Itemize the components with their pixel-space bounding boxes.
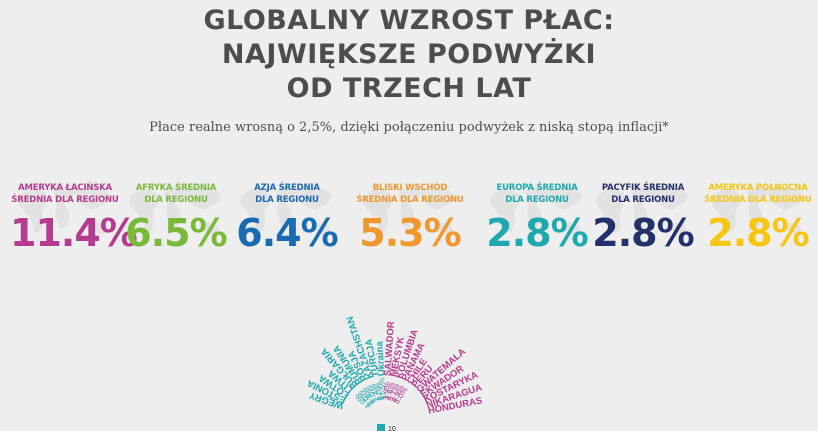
- region-label: AFRYKA ŚREDNIA DLA REGIONU: [121, 182, 231, 206]
- region-sublabel: ŚREDNIA DLA REGIONU: [11, 195, 119, 205]
- region-card: EUROPA ŚREDNIA DLA REGIONU 2.8%: [482, 170, 592, 260]
- region-value: 2.8%: [707, 211, 809, 255]
- region-sublabel: ŚREDNIA DLA REGIONU: [356, 195, 464, 205]
- region-label: AMERYKA ŁACIŃSKA ŚREDNIA DLA REGIONU: [10, 182, 120, 206]
- region-card: BLISKI WSCHÓD ŚREDNIA DLA REGIONU 5.3%: [355, 170, 465, 260]
- region-value: 11.4%: [10, 211, 138, 255]
- regions-row: AMERYKA ŁACIŃSKA ŚREDNIA DLA REGIONU 11.4%…: [0, 170, 818, 260]
- region-value: 6.4%: [236, 211, 338, 255]
- region-name: AZJA ŚREDNIA: [254, 183, 320, 193]
- region-label: BLISKI WSCHÓD ŚREDNIA DLA REGIONU: [355, 182, 465, 206]
- country-label: SALWADOR: [382, 321, 397, 377]
- country-fan-chart: WĘGRYESTONIAŁOTWALITWA4.0%BUŁGARIA4.0%RU…: [305, 315, 484, 431]
- world-map-icon: [18, 186, 110, 235]
- region-value: 2.8%: [486, 211, 588, 255]
- world-map-icon: [711, 186, 803, 235]
- region-sublabel: ŚREDNIA DLA REGIONU: [704, 195, 812, 205]
- region-card: AMERYKA ŁACIŃSKA ŚREDNIA DLA REGIONU 11.4%: [10, 170, 138, 260]
- region-name: AMERYKA PÓŁNOCNA: [708, 183, 808, 193]
- chart-title: GLOBALNY WZROST PŁAC: NAJWIĘKSZE PODWYŻK…: [0, 4, 818, 106]
- region-label: PACYFIK ŚREDNIA DLA REGIONU: [588, 182, 698, 206]
- world-map-icon: [490, 186, 582, 235]
- country-value-label: 11.5%: [377, 378, 387, 401]
- country-value-label: 4.6%: [384, 382, 396, 402]
- chart-subtitle: Płace realne wrosną o 2,5%, dzięki połąc…: [149, 120, 669, 135]
- world-map-icon: [363, 186, 455, 235]
- region-label: EUROPA ŚREDNIA DLA REGIONU: [482, 182, 592, 206]
- region-sublabel: DLA REGIONU: [611, 195, 675, 205]
- region-label: AMERYKA PÓŁNOCNA ŚREDNIA DLA REGIONU: [703, 182, 813, 206]
- region-name: PACYFIK ŚREDNIA: [601, 183, 685, 193]
- region-sublabel: DLA REGIONU: [255, 195, 319, 205]
- region-value: 2.8%: [592, 211, 694, 255]
- region-card: AMERYKA PÓŁNOCNA ŚREDNIA DLA REGIONU 2.8%: [703, 170, 813, 260]
- region-label: AZJA ŚREDNIA DLA REGIONU: [232, 182, 342, 206]
- title-line-1: GLOBALNY WZROST PŁAC:: [203, 5, 615, 36]
- region-sublabel: DLA REGIONU: [144, 195, 208, 205]
- world-map-icon: [240, 186, 332, 235]
- bar-ukraina: [377, 424, 385, 431]
- region-value: 6.5%: [125, 211, 227, 255]
- region-value: 5.3%: [359, 211, 461, 255]
- country-value-label: 3.9%: [381, 381, 391, 400]
- country-label: Ukraina: [374, 340, 387, 376]
- region-name: AMERYKA ŁACIŃSKA: [18, 183, 112, 193]
- title-line-2: NAJWIĘKSZE PODWYŻKI: [221, 39, 597, 70]
- country-value-label: 8.0%: [373, 382, 385, 402]
- region-card: AFRYKA ŚREDNIA DLA REGIONU 6.5%: [121, 170, 231, 260]
- region-card: PACYFIK ŚREDNIA DLA REGIONU 2.8%: [588, 170, 698, 260]
- title-line-3: OD TRZECH LAT: [286, 73, 532, 104]
- world-map-icon: [596, 186, 688, 235]
- region-card: AZJA ŚREDNIA DLA REGIONU 6.4%: [232, 170, 342, 260]
- region-name: BLISKI WSCHÓD: [372, 183, 448, 193]
- region-name: AFRYKA ŚREDNIA: [135, 183, 217, 193]
- region-name: EUROPA ŚREDNIA: [496, 183, 578, 193]
- region-sublabel: DLA REGIONU: [505, 195, 569, 205]
- axis-tick-label: 10: [388, 426, 396, 431]
- world-map-icon: [129, 186, 221, 235]
